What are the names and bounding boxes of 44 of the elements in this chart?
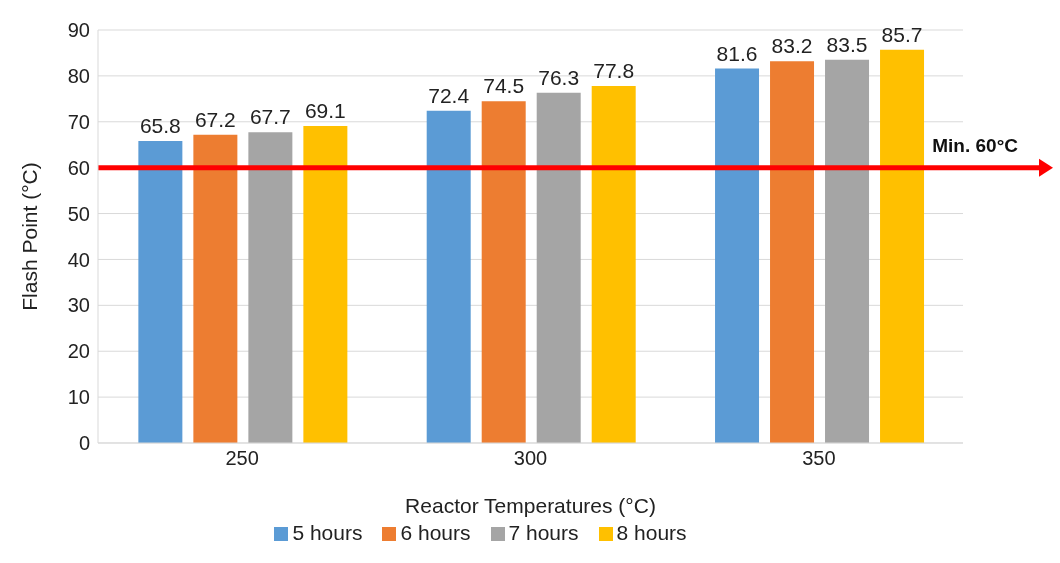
data-label: 65.8 bbox=[139, 114, 181, 138]
legend-label: 7 hours bbox=[508, 521, 579, 544]
y-tick-label: 40 bbox=[67, 248, 90, 271]
data-label: 83.2 bbox=[771, 34, 813, 58]
bar bbox=[426, 110, 471, 443]
bar bbox=[481, 101, 526, 443]
x-tick-label: 300 bbox=[513, 447, 548, 470]
legend-label: 6 hours bbox=[400, 521, 471, 544]
data-label: 69.1 bbox=[304, 98, 346, 122]
bar bbox=[715, 68, 760, 443]
data-label: 74.5 bbox=[483, 74, 525, 98]
data-label: 81.6 bbox=[716, 41, 758, 65]
x-tick-label: 350 bbox=[802, 447, 836, 470]
data-label: 67.2 bbox=[194, 107, 236, 131]
bar bbox=[591, 85, 636, 443]
y-tick-label: 30 bbox=[67, 294, 90, 317]
bar bbox=[825, 59, 870, 443]
bar bbox=[770, 61, 815, 443]
data-label: 72.4 bbox=[428, 83, 470, 107]
bar bbox=[248, 132, 293, 443]
y-tick-label: 20 bbox=[67, 340, 90, 363]
bar bbox=[536, 92, 581, 443]
legend-label: 8 hours bbox=[616, 521, 687, 544]
data-label: 77.8 bbox=[593, 58, 635, 82]
bar bbox=[880, 49, 925, 443]
data-label: 76.3 bbox=[538, 65, 580, 89]
x-axis-title: Reactor Temperatures (°C) bbox=[405, 494, 656, 517]
data-label: 85.7 bbox=[881, 22, 923, 46]
data-label: 83.5 bbox=[826, 32, 868, 56]
bar bbox=[193, 134, 238, 443]
y-tick-label: 10 bbox=[67, 386, 90, 409]
data-label: 67.7 bbox=[249, 105, 291, 129]
y-tick-label: 70 bbox=[67, 110, 90, 133]
bar bbox=[303, 125, 348, 443]
y-axis-title: Flash Point (°C) bbox=[18, 162, 42, 311]
y-tick-label: 50 bbox=[67, 202, 90, 225]
y-tick-label: 60 bbox=[67, 156, 90, 179]
y-tick-label: 80 bbox=[67, 64, 90, 87]
legend-label: 5 hours bbox=[292, 521, 363, 544]
ref-line-label: Min. 60°C bbox=[932, 134, 1019, 156]
bar bbox=[138, 141, 183, 443]
y-tick-label: 0 bbox=[78, 432, 90, 455]
y-tick-label: 90 bbox=[67, 19, 90, 42]
x-tick-label: 250 bbox=[225, 447, 259, 470]
